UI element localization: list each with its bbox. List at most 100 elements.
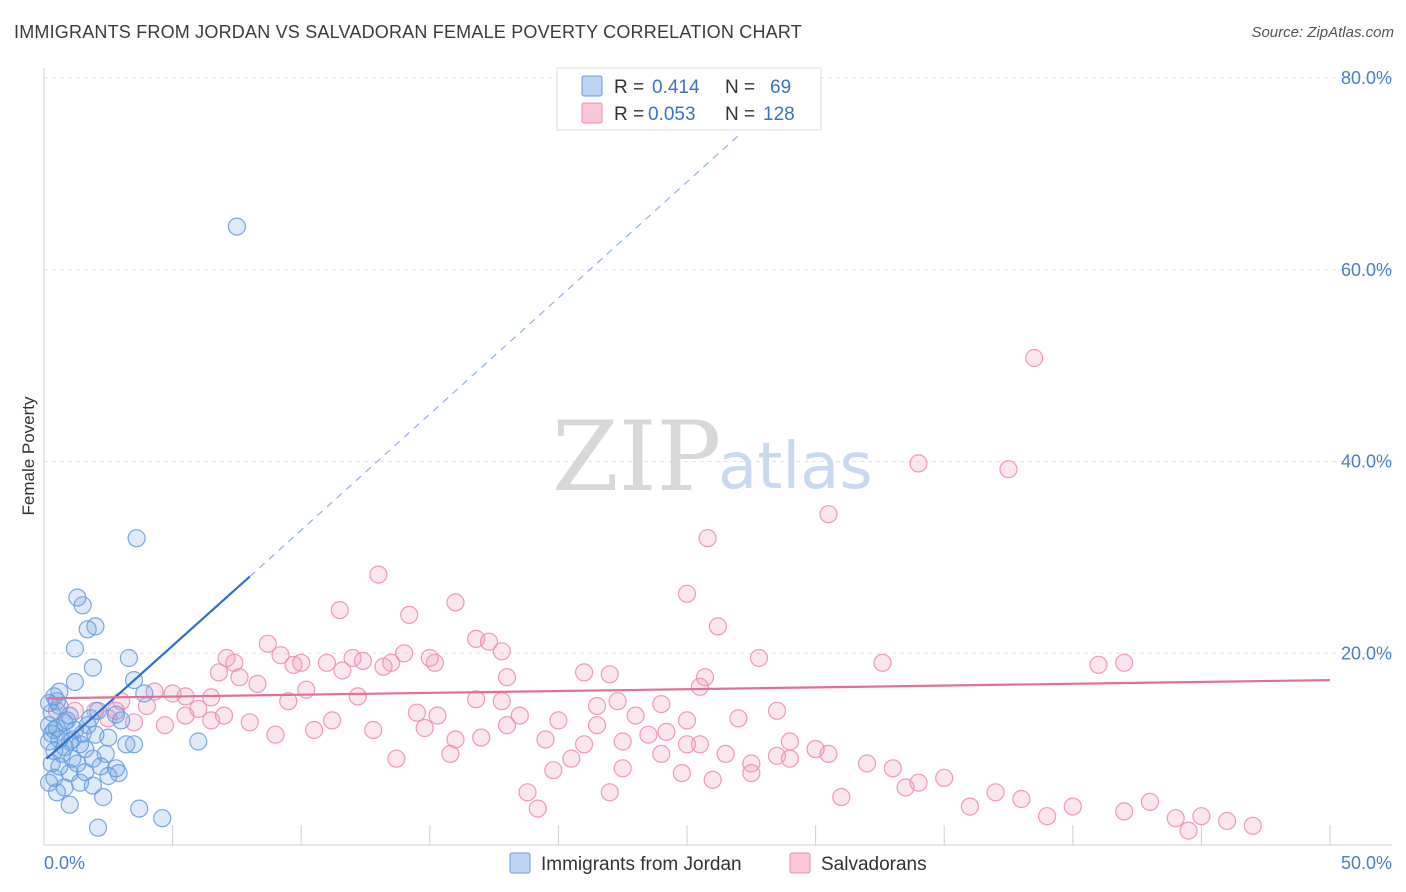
point-salvadorans-83 (690, 735, 710, 754)
point-salvadorans-10 (708, 617, 728, 636)
point-salvadorans-21 (353, 651, 372, 671)
point-salvadorans-48 (348, 687, 367, 706)
point-salvadorans-39 (690, 677, 710, 696)
y-tick-label-80: 80.0% (1341, 68, 1392, 88)
point-immigrants-from-jordan-63 (50, 682, 69, 701)
point-immigrants-from-jordan-23 (47, 718, 67, 738)
legend-r-label-jordan: R = (614, 77, 644, 98)
point-salvadorans-23 (425, 653, 444, 672)
point-immigrants-from-jordan-45 (106, 759, 126, 778)
legend-n-value-jordan: 69 (770, 77, 791, 98)
point-salvadorans-0 (1025, 348, 1044, 368)
point-salvadorans-31 (497, 668, 517, 687)
point-salvadorans-118 (626, 706, 645, 725)
point-salvadorans-37 (1089, 655, 1108, 674)
x-tick-label-0: 0.0% (44, 853, 85, 873)
point-salvadorans-103 (518, 783, 537, 802)
legend-n-label-jordan: N = (725, 77, 755, 98)
point-immigrants-from-jordan-42 (50, 757, 69, 776)
point-salvadorans-66 (677, 711, 697, 730)
point-immigrants-from-jordan-57 (153, 809, 172, 828)
point-salvadorans-80 (780, 732, 800, 751)
point-salvadorans-82 (716, 744, 735, 764)
bottom-legend-swatch-salvadorans (789, 852, 811, 874)
point-salvadorans-50 (608, 692, 627, 711)
point-salvadorans-32 (574, 663, 594, 682)
point-immigrants-from-jordan-5 (78, 620, 97, 639)
point-salvadorans-8 (330, 600, 349, 620)
source-label: Source: ZipAtlas.com (1251, 24, 1394, 41)
point-salvadorans-105 (600, 783, 619, 802)
point-salvadorans-7 (446, 593, 465, 612)
bottom-legend-label-jordan: Immigrants from Jordan (541, 854, 742, 875)
point-salvadorans-115 (1243, 816, 1262, 835)
point-salvadorans-120 (446, 730, 465, 749)
point-immigrants-from-jordan-9 (65, 672, 85, 692)
point-salvadorans-74 (472, 728, 491, 747)
point-immigrants-from-jordan-58 (88, 818, 108, 837)
point-salvadorans-122 (240, 713, 259, 732)
point-salvadorans-63 (428, 706, 447, 725)
point-salvadorans-96 (1115, 802, 1134, 821)
point-salvadorans-75 (536, 730, 555, 749)
stats-legend: R = 0.414 N = 69 R = 0.053 N = 128 (556, 67, 822, 131)
point-salvadorans-33 (600, 665, 619, 684)
bottom-legend-label-salvadorans: Salvadorans (821, 854, 927, 875)
point-salvadorans-121 (266, 725, 285, 744)
watermark-zip: ZIP (552, 401, 721, 513)
point-salvadorans-107 (819, 744, 838, 764)
point-immigrants-from-jordan-40 (189, 732, 208, 751)
point-salvadorans-65 (549, 711, 568, 730)
point-salvadorans-30 (230, 668, 249, 687)
point-salvadorans-49 (467, 690, 486, 709)
point-salvadorans-15 (395, 644, 414, 663)
legend-r-value-salvadorans: 0.053 (648, 104, 696, 125)
point-immigrants-from-jordan-60 (78, 716, 97, 735)
series-legend: Immigrants from Jordan Salvadorans (509, 852, 927, 875)
point-salvadorans-26 (284, 655, 303, 674)
trend-line-jordan (45, 575, 251, 760)
point-immigrants-from-jordan-59 (47, 783, 67, 802)
point-salvadorans-57 (106, 701, 126, 720)
point-salvadorans-34 (695, 668, 715, 687)
point-salvadorans-64 (510, 706, 529, 725)
point-salvadorans-67 (729, 709, 748, 728)
point-salvadorans-47 (279, 692, 298, 711)
point-salvadorans-68 (767, 701, 787, 720)
point-immigrants-from-jordan-68 (109, 763, 128, 783)
point-salvadorans-87 (742, 754, 761, 773)
point-immigrants-from-jordan-55 (60, 795, 79, 814)
point-salvadorans-108 (832, 787, 851, 807)
point-salvadorans-25 (225, 653, 244, 672)
legend-swatch-salvadorans (581, 102, 603, 124)
jordan-points (39, 217, 246, 837)
point-salvadorans-14 (271, 646, 290, 665)
point-immigrants-from-jordan-34 (117, 735, 136, 754)
y-tick-label-40: 40.0% (1341, 452, 1392, 472)
point-salvadorans-124 (387, 749, 406, 768)
watermark-atlas: atlas (718, 430, 873, 504)
point-salvadorans-114 (1217, 811, 1237, 831)
point-salvadorans-95 (1063, 797, 1082, 816)
point-salvadorans-92 (935, 768, 954, 788)
point-salvadorans-2 (999, 460, 1018, 479)
legend-n-value-salvadorans: 128 (763, 104, 795, 125)
point-salvadorans-53 (652, 694, 671, 714)
point-salvadorans-62 (407, 703, 426, 722)
chart-title: IMMIGRANTS FROM JORDAN VS SALVADORAN FEM… (14, 22, 802, 42)
x-ticks (43, 825, 1331, 845)
point-immigrants-from-jordan-66 (45, 720, 64, 740)
point-immigrants-from-jordan-29 (99, 728, 118, 747)
legend-swatch-jordan (581, 75, 603, 97)
point-salvadorans-111 (1037, 807, 1057, 826)
point-salvadorans-38 (1115, 653, 1134, 672)
point-salvadorans-104 (528, 799, 547, 818)
point-salvadorans-29 (209, 663, 228, 682)
point-salvadorans-106 (742, 763, 761, 783)
point-immigrants-from-jordan-35 (124, 735, 144, 754)
y-tick-labels: 20.0% 40.0% 60.0% 80.0% (1341, 68, 1392, 663)
point-salvadorans-78 (639, 725, 658, 744)
legend-r-value-jordan: 0.414 (652, 77, 700, 98)
point-immigrants-from-jordan-54 (94, 787, 113, 807)
